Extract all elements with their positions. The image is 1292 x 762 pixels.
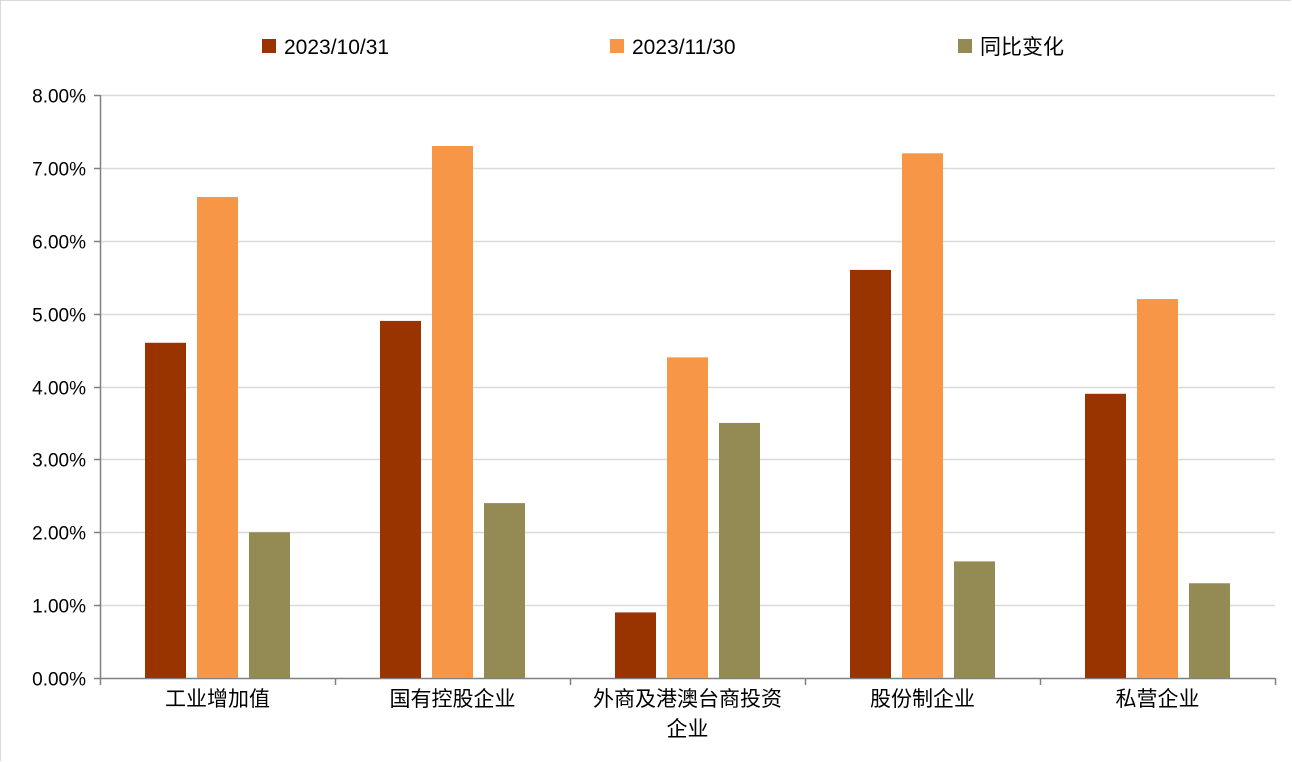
x-category-label: 股份制企业 xyxy=(870,687,975,711)
legend-label: 同比变化 xyxy=(980,36,1064,59)
axes xyxy=(94,94,1277,685)
legend-label: 2023/10/31 xyxy=(284,36,389,59)
bar xyxy=(954,561,995,678)
bar xyxy=(719,422,760,678)
y-tick-label: 6.00% xyxy=(32,233,86,254)
bar xyxy=(667,357,708,678)
bar xyxy=(432,146,473,678)
x-category-label: 国有控股企业 xyxy=(390,687,516,711)
x-category-label: 企业 xyxy=(667,717,709,741)
x-category-label: 外商及港澳台商投资 xyxy=(593,687,782,711)
y-tick-label: 3.00% xyxy=(32,451,86,472)
bar xyxy=(615,612,656,678)
y-tick-label: 1.00% xyxy=(32,597,86,618)
x-category-label: 工业增加值 xyxy=(165,687,270,711)
legend-swatch xyxy=(262,39,276,53)
x-category-label: 私营企业 xyxy=(1116,687,1200,711)
bars xyxy=(145,146,1230,679)
bar xyxy=(902,153,943,679)
y-tick-label: 7.00% xyxy=(32,160,86,181)
y-tick-label: 2.00% xyxy=(32,524,86,545)
y-tick-labels: 0.00% 1.00% 2.00% 3.00% 4.00% 5.00% 6.00% 7.00%… xyxy=(32,87,86,691)
y-tick-label: 0.00% xyxy=(32,670,86,691)
bar xyxy=(1137,299,1178,678)
legend-swatch xyxy=(958,39,972,53)
bar xyxy=(380,320,421,678)
bar xyxy=(1189,583,1230,678)
legend: 2023/10/31 2023/11/30 同比变化 xyxy=(262,36,1064,59)
bar xyxy=(1085,393,1126,678)
y-tick-label: 4.00% xyxy=(32,379,86,400)
bar xyxy=(484,503,525,678)
y-tick-label: 8.00% xyxy=(32,87,86,108)
legend-label: 2023/11/30 xyxy=(632,36,736,59)
legend-swatch xyxy=(610,39,624,53)
bar xyxy=(850,269,891,678)
bar xyxy=(249,532,290,678)
y-tick-label: 5.00% xyxy=(32,306,86,327)
bar xyxy=(197,197,238,678)
bar xyxy=(145,342,186,678)
